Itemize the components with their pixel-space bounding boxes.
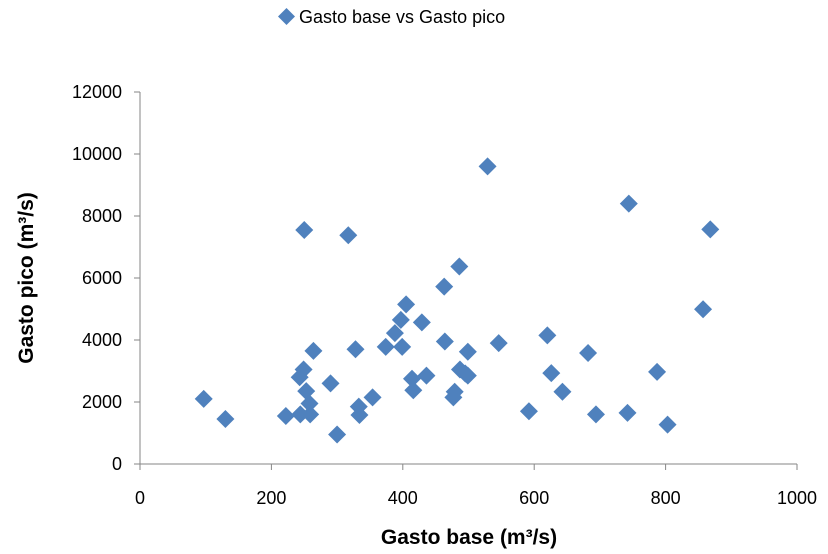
- data-point: [586, 405, 605, 424]
- data-point: [328, 425, 347, 444]
- data-point: [291, 405, 310, 424]
- data-point: [391, 310, 410, 329]
- data-point: [542, 364, 561, 383]
- data-point: [579, 344, 598, 363]
- data-point: [350, 406, 369, 425]
- data-point: [393, 337, 412, 356]
- y-axis-title: Gasto pico (m³/s): [15, 192, 38, 364]
- legend-marker-diamond: [278, 8, 295, 25]
- data-point: [553, 382, 572, 401]
- data-point: [701, 220, 720, 239]
- data-point: [412, 313, 431, 332]
- data-point: [435, 332, 454, 351]
- data-point: [300, 394, 319, 413]
- data-point: [295, 220, 314, 239]
- legend: Gasto base vs Gasto pico: [278, 7, 505, 27]
- data-point: [538, 326, 557, 345]
- y-tick-label: 0: [112, 454, 122, 474]
- data-point: [694, 300, 713, 319]
- data-point: [445, 382, 464, 401]
- legend-label: Gasto base vs Gasto pico: [299, 7, 505, 27]
- x-tick-label: 800: [651, 488, 681, 508]
- y-tick-label: 4000: [82, 330, 122, 350]
- x-tick-label: 400: [388, 488, 418, 508]
- data-points: [194, 157, 720, 444]
- data-point: [450, 257, 469, 276]
- axes: [139, 92, 797, 465]
- data-point: [519, 402, 538, 421]
- data-point: [397, 295, 416, 314]
- y-tick-label: 2000: [82, 392, 122, 412]
- x-tick-label: 200: [256, 488, 286, 508]
- data-point: [658, 415, 677, 434]
- x-tick-label: 600: [519, 488, 549, 508]
- data-point: [339, 226, 358, 245]
- data-point: [404, 381, 423, 400]
- x-tick-label: 0: [135, 488, 145, 508]
- data-point: [376, 337, 395, 356]
- x-tick-label: 1000: [777, 488, 817, 508]
- data-point: [478, 157, 497, 176]
- data-point: [618, 403, 637, 422]
- data-point: [363, 388, 382, 407]
- data-point: [417, 366, 436, 385]
- data-point: [294, 360, 313, 379]
- data-point: [321, 374, 340, 393]
- data-point: [276, 406, 295, 425]
- data-point: [346, 340, 365, 359]
- y-tick-label: 12000: [72, 82, 122, 102]
- x-ticks: 0 200 400 600 800 1000: [135, 464, 817, 508]
- y-ticks: 0 2000 4000 6000 8000 10000 12000: [72, 82, 140, 474]
- data-point: [489, 334, 508, 353]
- data-point: [297, 382, 316, 401]
- y-tick-label: 6000: [82, 268, 122, 288]
- data-point: [304, 341, 323, 360]
- data-point: [458, 342, 477, 361]
- data-point: [385, 324, 404, 343]
- x-axis-title: Gasto base (m³/s): [381, 526, 557, 549]
- y-tick-label: 10000: [72, 144, 122, 164]
- data-point: [216, 410, 235, 429]
- data-point: [458, 366, 477, 385]
- data-point: [402, 369, 421, 388]
- y-tick-label: 8000: [82, 206, 122, 226]
- data-point: [435, 277, 454, 296]
- data-point: [619, 194, 638, 213]
- data-point: [194, 389, 213, 408]
- data-point: [648, 362, 667, 381]
- data-point: [301, 405, 320, 424]
